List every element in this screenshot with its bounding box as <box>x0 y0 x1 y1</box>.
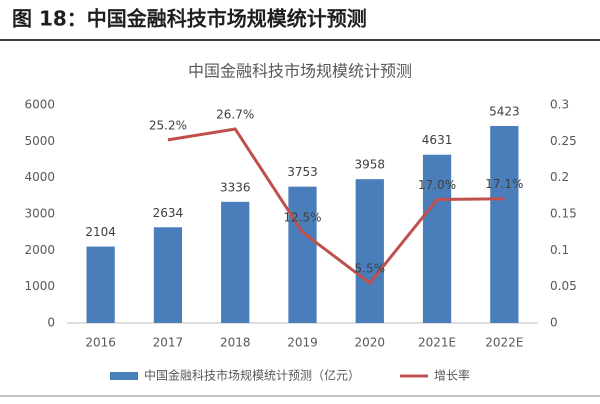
x-tick-label: 2019 <box>287 336 318 350</box>
bar <box>86 246 115 323</box>
bar <box>355 179 384 323</box>
bar-value-label: 5423 <box>489 104 520 118</box>
y-tick-label: 1000 <box>24 279 55 293</box>
y2-tick-label: 0.2 <box>550 170 569 184</box>
y-tick-label: 4000 <box>24 170 55 184</box>
y-tick-label: 3000 <box>24 207 55 221</box>
bar <box>422 154 452 323</box>
bar-value-label: 4631 <box>422 133 453 147</box>
legend-swatch <box>110 372 138 380</box>
bar <box>153 227 183 323</box>
bar-value-label: 3336 <box>220 180 251 194</box>
y-tick-label: 6000 <box>24 98 55 112</box>
y-tick-label: 2000 <box>24 243 55 257</box>
y2-tick-label: 0.3 <box>550 98 569 112</box>
line-value-label: 26.7% <box>216 107 254 121</box>
bar-value-label: 2634 <box>153 206 184 220</box>
x-tick-label: 2017 <box>153 336 184 350</box>
bar <box>490 125 519 324</box>
line-value-label: 17.1% <box>485 177 523 191</box>
y-tick-label: 0 <box>47 316 55 330</box>
line-value-label: 25.2% <box>149 118 187 132</box>
bar-value-label: 2104 <box>85 225 116 239</box>
line-value-label: 17.0% <box>418 178 456 192</box>
bar <box>288 186 317 323</box>
x-tick-label: 2021E <box>418 336 456 350</box>
bar-value-label: 3958 <box>355 158 386 172</box>
y2-tick-label: 0.1 <box>550 243 569 257</box>
line-value-label: 12.5% <box>283 211 321 225</box>
y2-tick-label: 0.15 <box>550 207 577 221</box>
x-tick-label: 2018 <box>220 336 251 350</box>
x-tick-label: 2022E <box>485 336 523 350</box>
line <box>167 127 505 286</box>
figure-title: 图 18：中国金融科技市场规模统计预测 <box>12 7 367 31</box>
legend-label: 中国金融科技市场规模统计预测（亿元） <box>144 368 360 383</box>
y2-tick-label: 0.05 <box>550 279 577 293</box>
x-tick-label: 2020 <box>355 336 386 350</box>
legend-label: 增长率 <box>434 368 470 383</box>
chart-title: 中国金融科技市场规模统计预测 <box>188 62 412 81</box>
x-tick-label: 2016 <box>85 336 116 350</box>
y2-tick-label: 0.25 <box>550 134 577 148</box>
bar <box>221 201 250 323</box>
line-value-label: 5.5% <box>355 262 386 276</box>
bar-value-label: 3753 <box>287 165 318 179</box>
y2-tick-label: 0 <box>550 316 558 330</box>
y-tick-label: 5000 <box>24 134 55 148</box>
